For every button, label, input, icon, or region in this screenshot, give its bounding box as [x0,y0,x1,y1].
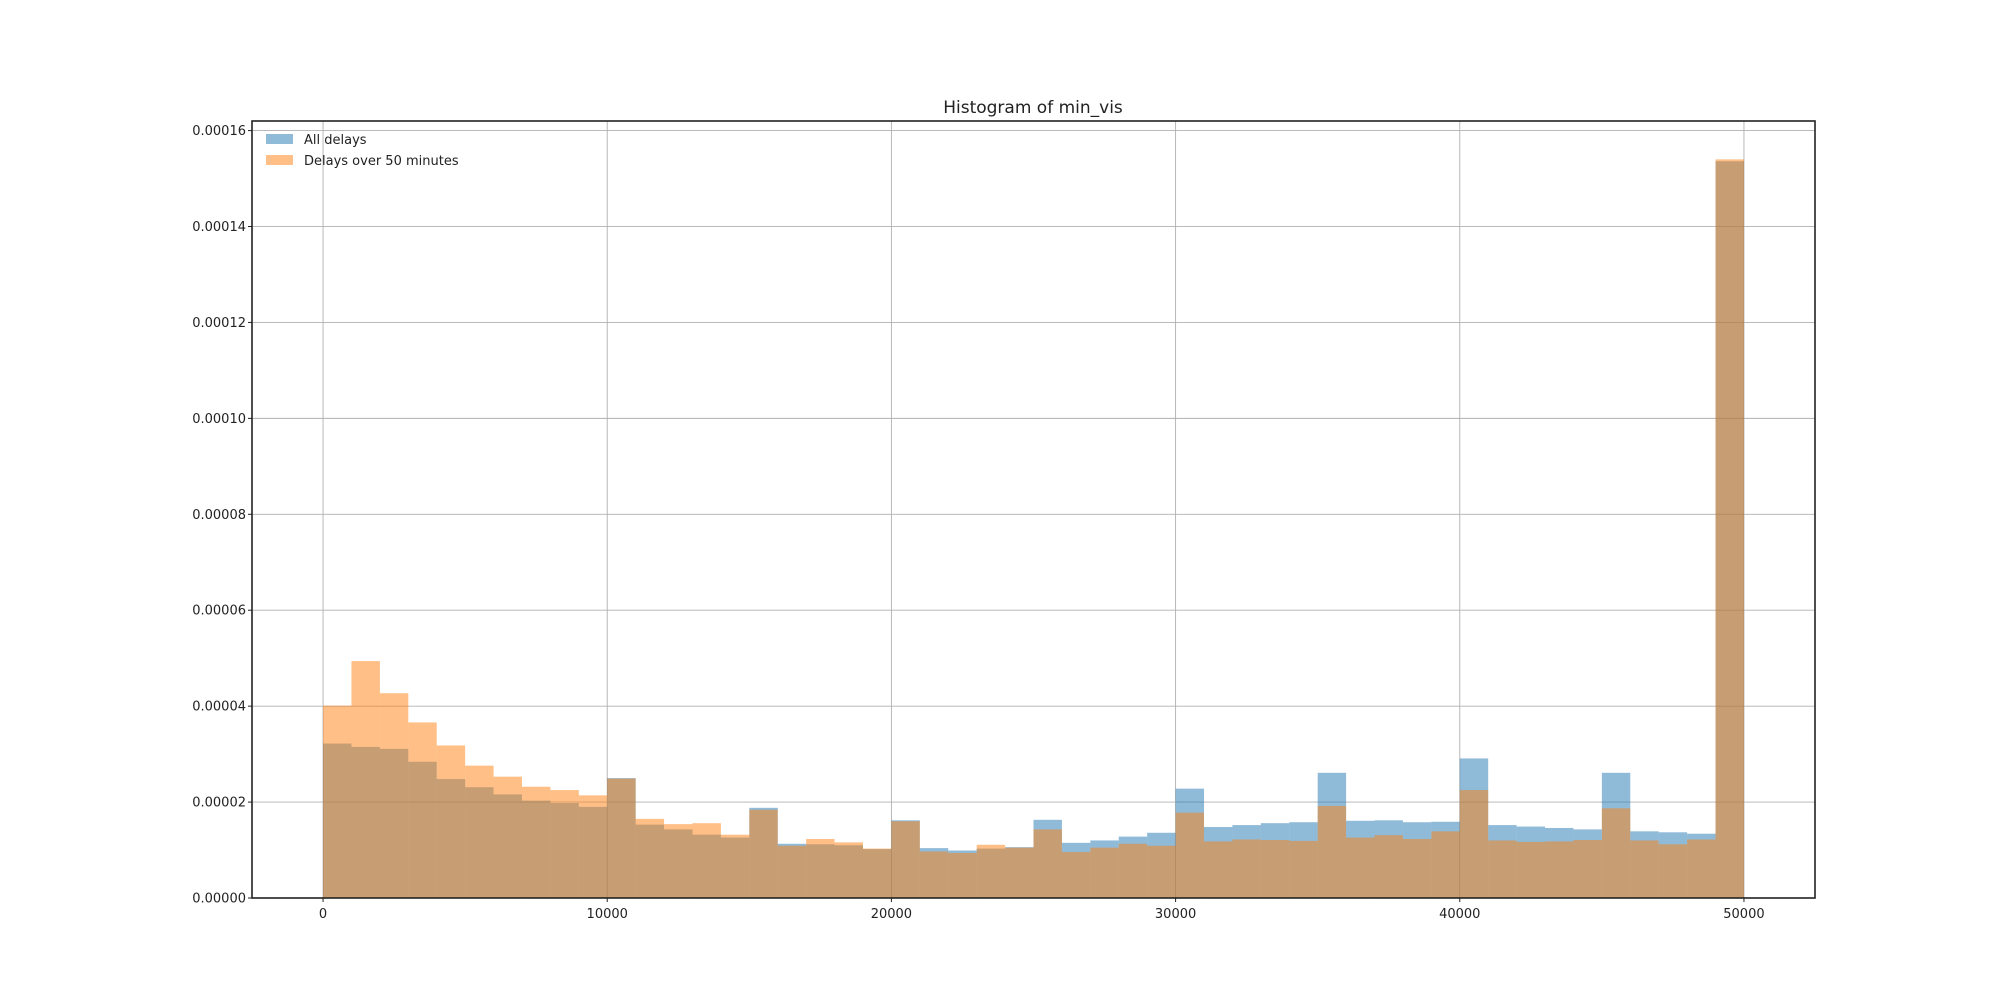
histogram-bar [1090,847,1119,898]
histogram-bar [1033,829,1062,898]
histogram-bar [749,809,778,898]
histogram-bar [1573,839,1602,898]
histogram-bar [379,693,409,898]
histogram-bar [720,834,750,898]
histogram-bar [1061,851,1091,898]
histogram-bar [465,765,494,898]
histogram-bar [351,661,380,898]
x-tick-label: 30000 [1155,907,1196,922]
x-tick-label: 50000 [1723,907,1764,922]
histogram-bar [323,705,352,898]
histogram-bar [664,824,693,898]
histogram-bar [777,845,807,898]
y-tick-label: 0.00012 [192,316,246,331]
histogram-bar [806,839,835,898]
axis-ticks: 0 10000 20000 30000 40000 50000 0.00000 0.00002… [192,124,1764,922]
legend: All delays Delays over 50 minutes [266,133,459,169]
histogram-bar [1374,835,1403,898]
plot-frame [251,120,1816,899]
y-tick-label: 0.00014 [192,220,246,235]
y-tick-label: 0.00008 [192,508,246,523]
histogram-bars [323,159,1744,899]
histogram-bar [1402,839,1432,898]
histogram-bar [578,795,608,898]
histogram-bar [1601,808,1631,898]
histogram-bar [1346,837,1375,898]
y-tick-label: 0.00010 [192,412,246,427]
histogram-bar [1658,844,1688,898]
histogram-bar [1431,831,1460,898]
x-tick-label: 40000 [1439,907,1480,922]
series-delays-over-50-minutes [323,159,1744,899]
histogram-bar [891,821,920,898]
legend-label: Delays over 50 minutes [304,154,459,169]
histogram-bar [1118,843,1148,898]
x-tick-label: 0 [319,907,327,922]
histogram-bar [1289,840,1318,898]
histogram-bar [607,778,636,898]
y-tick-label: 0.00004 [192,700,246,715]
y-tick-label: 0.00006 [192,604,246,619]
y-tick-label: 0.00002 [192,796,246,811]
histogram-bar [948,852,977,898]
histogram-bar [1516,841,1546,898]
histogram-bar [1005,847,1034,898]
histogram-bar [1317,805,1347,898]
plot-background [252,121,1815,898]
histogram-bar [493,776,522,898]
legend-swatch [266,134,293,144]
legend-label: All delays [304,133,367,148]
histogram-bar [692,823,721,898]
histogram-bar [1232,839,1261,898]
histogram-bar [919,851,949,898]
x-tick-label: 10000 [587,907,628,922]
histogram-bar [1147,845,1176,898]
y-tick-label: 0.00000 [192,892,246,907]
chart-title: Histogram of min_vis [943,98,1123,118]
histogram-bar [408,722,437,898]
histogram-bar [436,745,466,898]
legend-swatch [266,155,293,165]
histogram-bar [1204,841,1233,898]
histogram-bar [1715,159,1744,899]
histogram-bar [862,848,892,898]
histogram-bar [635,818,665,898]
histogram-bar [1488,840,1517,898]
histogram-bar [1459,790,1489,898]
histogram-bar [834,842,863,898]
histogram-bar [1630,840,1659,898]
histogram-bar [1545,841,1574,898]
histogram-bar [550,790,579,898]
y-tick-label: 0.00016 [192,124,246,139]
histogram-bar [976,844,1006,898]
histogram-bar [521,786,551,898]
histogram-bar [1687,839,1716,898]
x-tick-label: 20000 [871,907,912,922]
histogram-bar [1260,839,1290,898]
histogram-bar [1175,812,1205,898]
grid-lines [252,121,1815,898]
